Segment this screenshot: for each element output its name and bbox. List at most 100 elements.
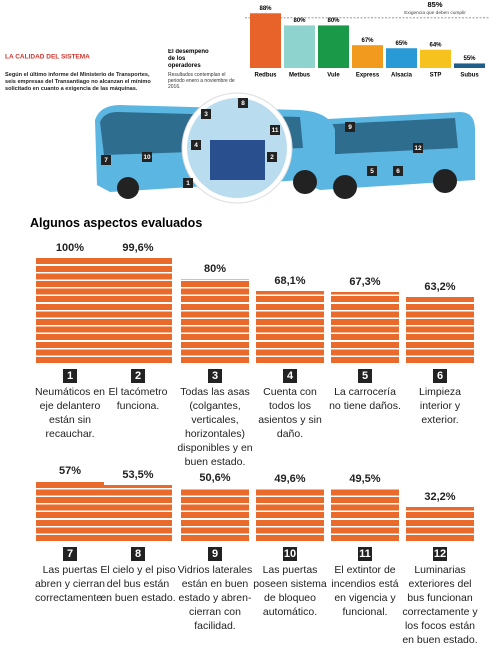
item-number: 7: [63, 547, 77, 561]
value-label: 63,2%: [424, 280, 456, 293]
callout-number: 10: [143, 154, 151, 161]
value-label: 65%: [395, 41, 408, 47]
bar: [36, 480, 104, 541]
item-description: El extintor de incendios está en vigenci…: [331, 564, 399, 618]
bar: [331, 488, 399, 541]
x-tick-label: Metbus: [289, 73, 311, 79]
threshold-label: 85%: [427, 0, 442, 9]
wheel: [293, 170, 317, 194]
callout-number: 8: [241, 100, 245, 107]
callout-box: [238, 98, 248, 108]
callout-box: [191, 140, 201, 150]
callout-box: [393, 166, 403, 176]
item-description: Las puertas poseen sistema de bloqueo au…: [253, 564, 327, 618]
bar: [406, 506, 474, 541]
callout-number: 3: [204, 111, 208, 118]
value-label: 32,2%: [424, 491, 456, 504]
bar: [256, 487, 324, 541]
seats: [210, 140, 265, 180]
wheel: [433, 169, 457, 193]
value-label: 55%: [463, 56, 476, 62]
callout-number: 12: [414, 145, 422, 152]
item-number: 11: [358, 547, 372, 561]
item-number: 10: [283, 547, 297, 561]
bar: [454, 63, 485, 68]
x-tick-label: Express: [356, 73, 380, 79]
item-description: Neumáticos en eje delantero están sin re…: [34, 386, 106, 440]
chart-title: El desempeño de los operadores: [168, 49, 209, 69]
callout-box: [270, 125, 280, 135]
bar: [284, 25, 315, 69]
bar: [256, 290, 324, 363]
x-tick-label: Subus: [460, 73, 479, 79]
callout-box: [142, 152, 152, 162]
callout-box: [267, 152, 277, 162]
callout-box: [367, 166, 377, 176]
callout-number: 9: [348, 124, 352, 131]
value-label: 50,6%: [199, 471, 231, 484]
item-description: Las puertas abren y cierran correctament…: [34, 564, 106, 604]
value-label: 100%: [55, 242, 85, 254]
chart-subtitle: Resultados contemplan el periodo enero a…: [168, 72, 235, 90]
value-label: 67%: [361, 38, 374, 44]
value-label: 88%: [259, 6, 272, 12]
intro-text: Según el último informe del Ministerio d…: [5, 72, 151, 92]
callout-number: 4: [194, 142, 198, 149]
x-tick-label: STP: [430, 73, 442, 79]
item-number: 4: [283, 369, 297, 383]
bar: [420, 49, 451, 68]
value-label: 80%: [203, 263, 227, 275]
wheel: [333, 175, 357, 199]
item-number: 3: [208, 369, 222, 383]
bar: [181, 486, 249, 541]
item-description: Todas las asas (colgantes, verticales, h…: [177, 386, 253, 468]
chart-head: El desempeño de los operadores Resultado…: [168, 49, 243, 90]
item-number: 9: [208, 547, 222, 561]
item-description: Limpieza interior y exterior.: [418, 386, 462, 426]
threshold-note: Exigencia que deben cumplir: [404, 10, 466, 16]
bar: [104, 257, 172, 363]
callout-box: [201, 109, 211, 119]
callout-box: [183, 178, 193, 188]
x-tick-label: Vule: [327, 73, 340, 79]
item-description: Luminarias exteriores del bus funcionan …: [402, 564, 478, 646]
value-label: 57%: [58, 465, 82, 478]
callout-box: [345, 122, 355, 132]
item-description: Cuenta con todos los asientos y sin daño…: [258, 386, 322, 440]
value-label: 68,1%: [274, 275, 306, 288]
bar: [331, 291, 399, 363]
chart-head-inner: El desempeño de los operadores Resultado…: [168, 49, 243, 90]
value-label: 99,6%: [122, 242, 154, 255]
section-title: LA CALIDAD DEL SISTEMA: [5, 54, 90, 61]
x-tick-label: Redbus: [254, 73, 277, 79]
value-label: 80%: [293, 18, 306, 24]
callout-number: 5: [370, 168, 374, 175]
bar: [318, 25, 349, 69]
item-number: 1: [63, 369, 77, 383]
item-number: 5: [358, 369, 372, 383]
bar: [104, 483, 172, 541]
value-label: 53,5%: [122, 468, 154, 481]
callout-number: 2: [270, 154, 274, 161]
callout-number: 7: [104, 157, 108, 164]
bar: [181, 278, 249, 363]
callout-number: 11: [272, 127, 279, 134]
section-title: Algunos aspectos evaluados: [30, 216, 203, 230]
callout-number: 1: [186, 180, 190, 187]
item-number: 8: [131, 547, 145, 561]
item-number: 6: [433, 369, 447, 383]
wheel: [117, 177, 139, 199]
intro-box: Según el último informe del Ministerio d…: [5, 72, 151, 92]
value-label: 49,5%: [349, 473, 381, 486]
value-label: 80%: [327, 18, 340, 24]
value-label: 64%: [429, 42, 442, 48]
bar: [36, 257, 104, 363]
bar: [352, 45, 383, 68]
item-description: Vidrios laterales están en buen estado y…: [177, 564, 253, 632]
value-label: 67,3%: [349, 276, 381, 289]
callout-box: [413, 143, 423, 153]
item-description: El tacómetro funciona.: [108, 386, 168, 412]
item-description: El cielo y el piso del bus están en buen…: [100, 564, 176, 604]
bar: [406, 295, 474, 363]
